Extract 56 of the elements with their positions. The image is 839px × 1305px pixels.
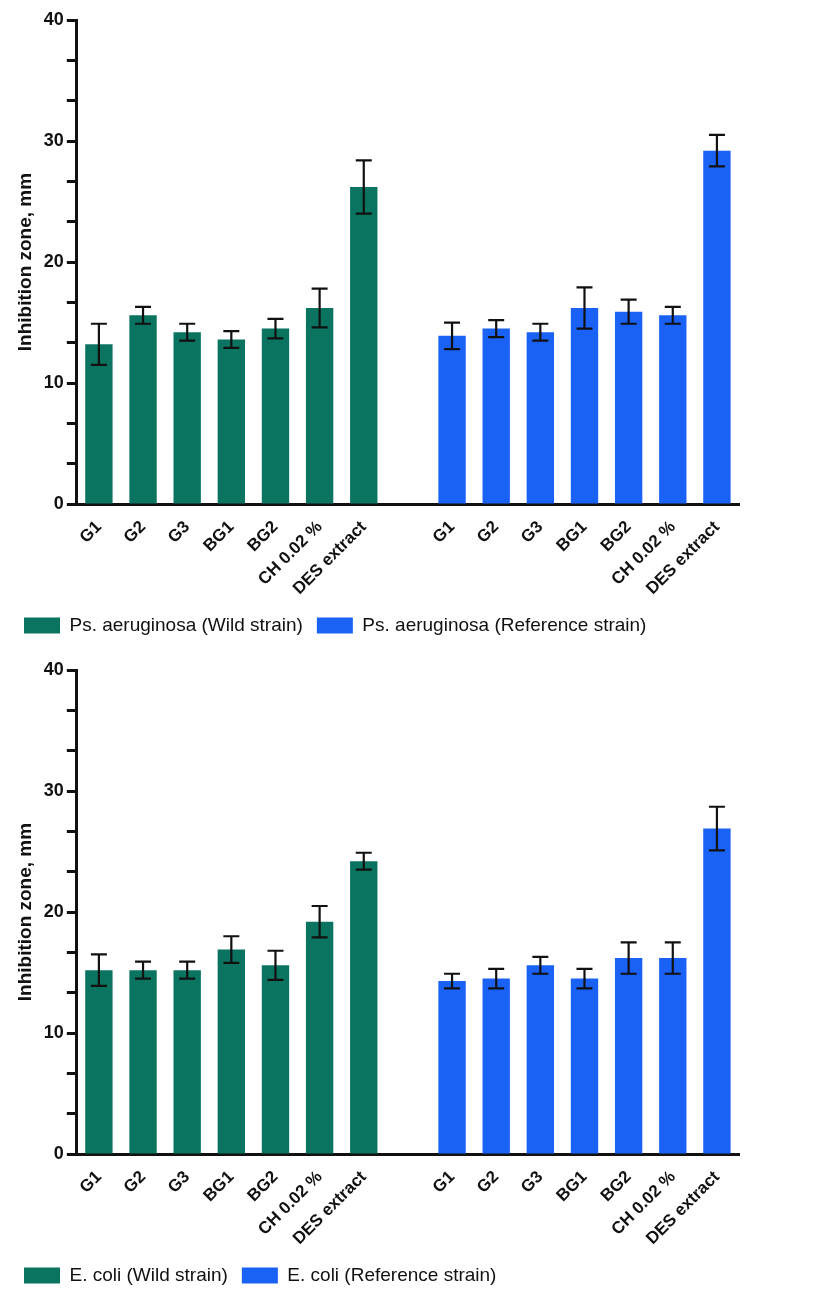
y-tick-label: 40 <box>43 8 64 29</box>
y-tick-label: 20 <box>43 901 64 922</box>
bar <box>173 970 201 1154</box>
bar <box>305 921 334 1154</box>
bar <box>438 335 466 504</box>
bar <box>173 332 201 504</box>
x-tick-label: G2 <box>119 517 150 547</box>
legend-label: E. coli (Reference strain) <box>287 1263 497 1285</box>
bar <box>85 344 113 504</box>
legend-label: Ps. aeruginosa (Wild strain) <box>69 613 303 635</box>
bar <box>614 311 643 504</box>
y-axis-title: Inhibition zone, mm <box>13 172 35 352</box>
x-tick-label: G2 <box>472 517 503 547</box>
x-tick-label: G3 <box>163 1167 194 1197</box>
y-tick-label: 20 <box>43 251 64 272</box>
bar <box>659 315 687 504</box>
bar <box>570 308 599 504</box>
bar <box>482 328 510 504</box>
bar <box>526 332 555 504</box>
bar <box>482 978 510 1154</box>
bar <box>129 315 157 504</box>
legend-label: Ps. aeruginosa (Reference strain) <box>362 613 647 635</box>
legend-label: E. coli (Wild strain) <box>69 1263 228 1285</box>
y-tick-label: 40 <box>43 658 64 679</box>
bar <box>570 978 599 1154</box>
x-tick-label: G2 <box>472 1167 503 1197</box>
x-tick-label: G3 <box>517 517 547 547</box>
bar <box>703 150 731 504</box>
y-tick-label: 30 <box>43 129 64 150</box>
bar <box>129 970 157 1154</box>
x-tick-label: G2 <box>119 1167 150 1197</box>
x-tick-label: G3 <box>517 1167 547 1197</box>
y-axis-title: Inhibition zone, mm <box>13 822 35 1002</box>
bar <box>217 339 246 504</box>
y-tick-label: 10 <box>43 372 64 393</box>
x-tick-label: G3 <box>163 517 194 547</box>
y-tick-label: 0 <box>53 493 64 514</box>
y-tick-label: 0 <box>53 1143 64 1164</box>
bar <box>261 965 290 1154</box>
bar <box>614 958 643 1154</box>
bar <box>703 828 731 1154</box>
x-tick-label: G1 <box>428 517 459 547</box>
x-tick-label: G1 <box>75 517 106 547</box>
x-tick-label: G1 <box>75 1167 106 1197</box>
bar <box>659 958 687 1154</box>
y-tick-label: 30 <box>43 779 64 800</box>
bar <box>261 328 290 504</box>
bar <box>305 308 334 504</box>
bar <box>350 187 378 504</box>
bar <box>526 965 555 1154</box>
x-tick-label: G1 <box>428 1167 459 1197</box>
y-tick-label: 10 <box>43 1022 64 1043</box>
bar <box>217 949 246 1154</box>
bar <box>350 861 378 1154</box>
bar <box>438 981 466 1154</box>
bar <box>85 970 113 1154</box>
